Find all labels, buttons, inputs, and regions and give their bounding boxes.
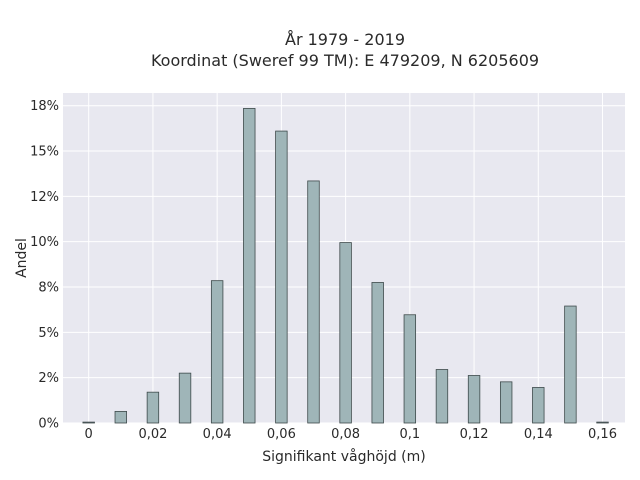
- chart-title: År 1979 - 2019: [285, 30, 405, 49]
- bar: [307, 180, 320, 424]
- chart-subtitle: Koordinat (Sweref 99 TM): E 479209, N 62…: [151, 51, 539, 70]
- y-tick-label: 0%: [38, 417, 59, 432]
- x-tick-label: 0: [85, 427, 93, 442]
- x-axis-label: Signifikant våghöjd (m): [262, 448, 425, 465]
- x-tick-label: 0,1: [399, 427, 420, 442]
- bar: [210, 280, 224, 424]
- x-tick-label: 0,02: [138, 427, 167, 442]
- x-tick-label: 0,06: [267, 427, 296, 442]
- bar: [499, 381, 513, 424]
- bar: [435, 369, 449, 424]
- y-tick-label: 5%: [38, 326, 59, 341]
- bars: [82, 108, 609, 424]
- bar: [564, 305, 577, 424]
- bar: [146, 391, 160, 424]
- y-axis-label: Andel: [14, 238, 30, 278]
- bar: [403, 314, 417, 424]
- x-axis-ticks: 0 0,02 0,04 0,06 0,08 0,1 0,12 0,14 0,16: [85, 427, 617, 442]
- x-tick-label: 0,08: [331, 427, 360, 442]
- y-tick-label: 2%: [38, 371, 59, 386]
- x-tick-label: 0,12: [460, 427, 489, 442]
- bar: [275, 130, 288, 424]
- bar: [467, 375, 481, 424]
- y-tick-label: 18%: [30, 99, 59, 114]
- bar: [178, 372, 192, 424]
- y-tick-label: 10%: [30, 235, 59, 250]
- bar: [82, 421, 95, 424]
- bar: [371, 282, 384, 424]
- bar: [596, 421, 609, 424]
- bar: [114, 410, 127, 424]
- y-tick-label: 12%: [30, 190, 59, 205]
- bar: [243, 108, 256, 424]
- x-tick-label: 0,14: [524, 427, 553, 442]
- bar: [532, 387, 545, 424]
- x-tick-label: 0,04: [203, 427, 232, 442]
- y-tick-label: 15%: [30, 145, 59, 160]
- bar: [339, 242, 352, 424]
- x-tick-label: 0,16: [588, 427, 617, 442]
- y-axis-ticks: 0% 2% 5% 8% 10% 12% 15% 18%: [30, 99, 59, 431]
- y-tick-label: 8%: [38, 281, 59, 296]
